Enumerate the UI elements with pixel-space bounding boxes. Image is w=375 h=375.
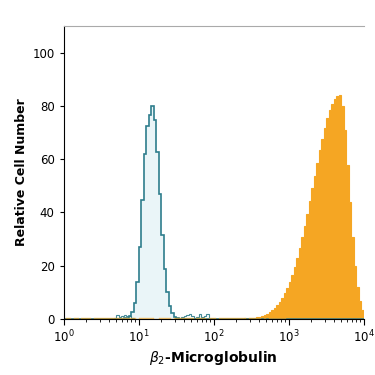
Y-axis label: Relative Cell Number: Relative Cell Number: [15, 99, 28, 246]
X-axis label: $\beta_2$-Microglobulin: $\beta_2$-Microglobulin: [149, 348, 278, 366]
